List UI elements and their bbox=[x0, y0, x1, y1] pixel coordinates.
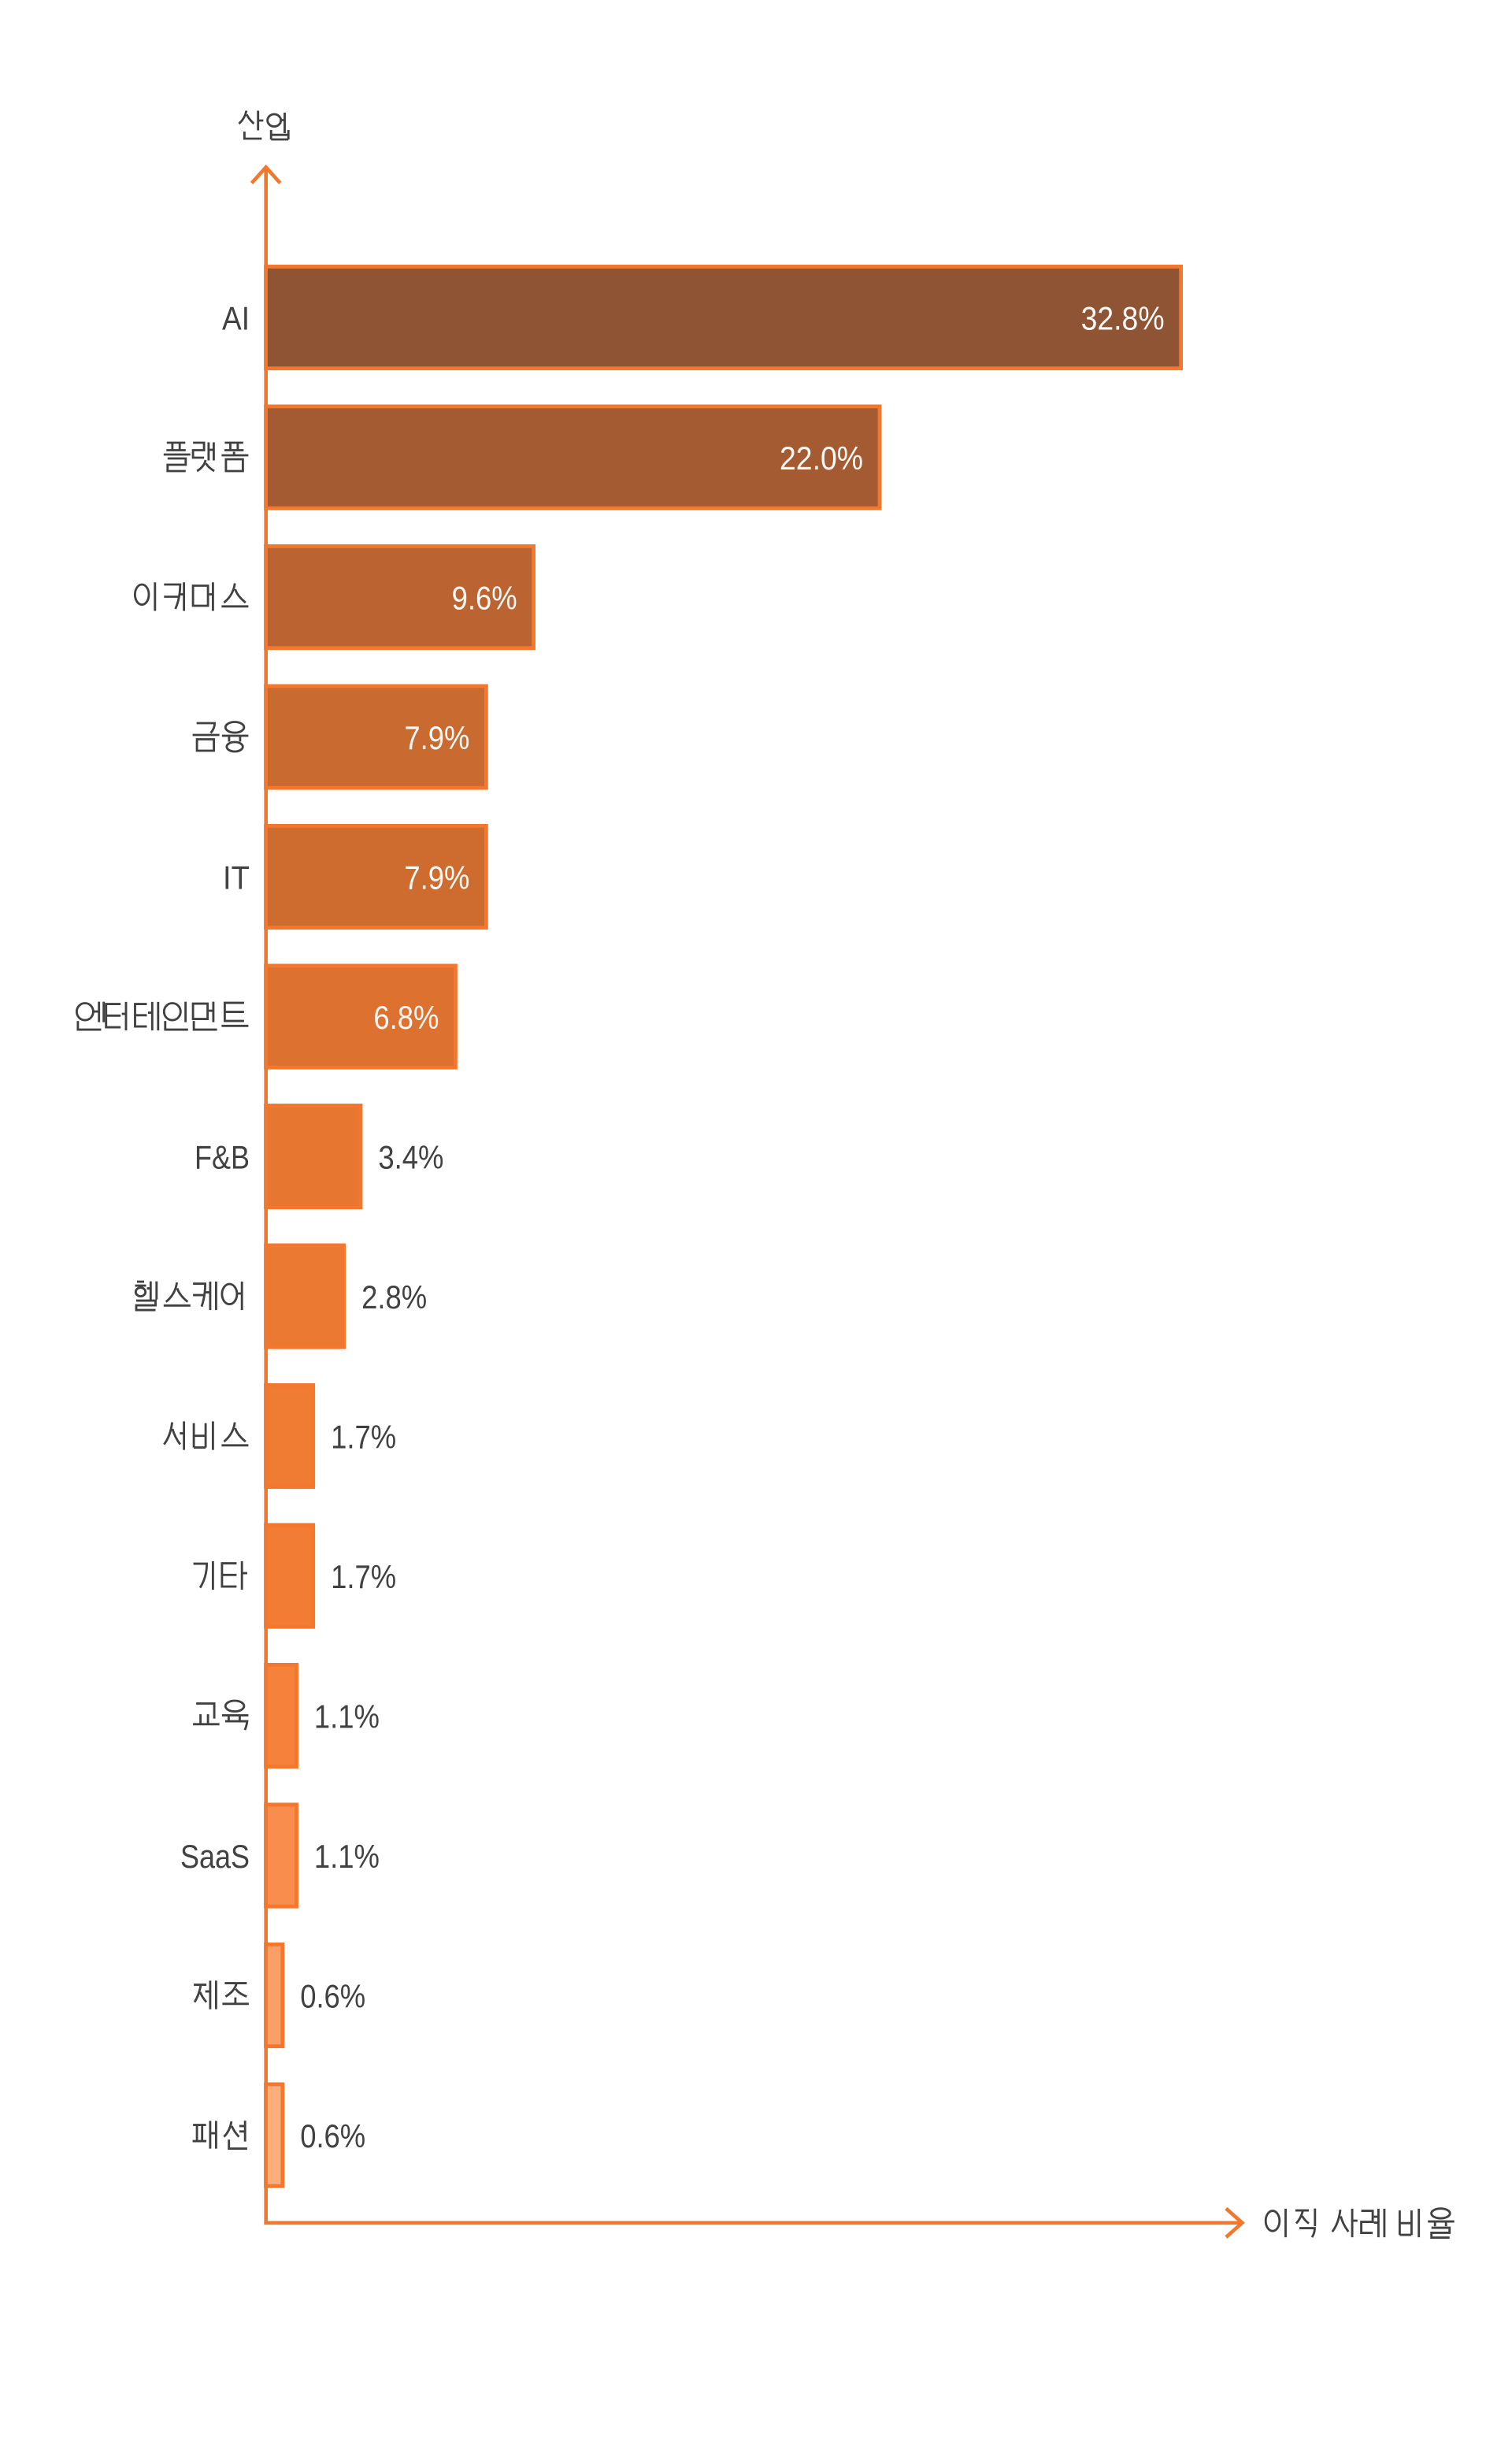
svg-text:9.6%: 9.6% bbox=[452, 580, 517, 617]
svg-text:F&B: F&B bbox=[195, 1139, 250, 1176]
svg-text:2.8%: 2.8% bbox=[361, 1278, 427, 1316]
svg-text:AI: AI bbox=[222, 300, 250, 337]
svg-text:7.9%: 7.9% bbox=[404, 859, 469, 896]
svg-text:0.6%: 0.6% bbox=[300, 1978, 365, 2015]
svg-text:1.1%: 1.1% bbox=[314, 1698, 380, 1735]
svg-text:6.8%: 6.8% bbox=[373, 999, 439, 1036]
svg-text:0.6%: 0.6% bbox=[300, 2117, 365, 2154]
svg-text:1.7%: 1.7% bbox=[331, 1419, 396, 1456]
svg-text:1.7%: 1.7% bbox=[331, 1558, 396, 1595]
svg-text:1.1%: 1.1% bbox=[314, 1838, 380, 1875]
svg-text:22.0%: 22.0% bbox=[780, 440, 863, 477]
svg-text:IT: IT bbox=[223, 859, 250, 896]
svg-text:3.4%: 3.4% bbox=[378, 1139, 443, 1176]
svg-text:7.9%: 7.9% bbox=[404, 719, 469, 756]
svg-text:32.8%: 32.8% bbox=[1081, 300, 1165, 337]
svg-text:SaaS: SaaS bbox=[180, 1838, 250, 1875]
